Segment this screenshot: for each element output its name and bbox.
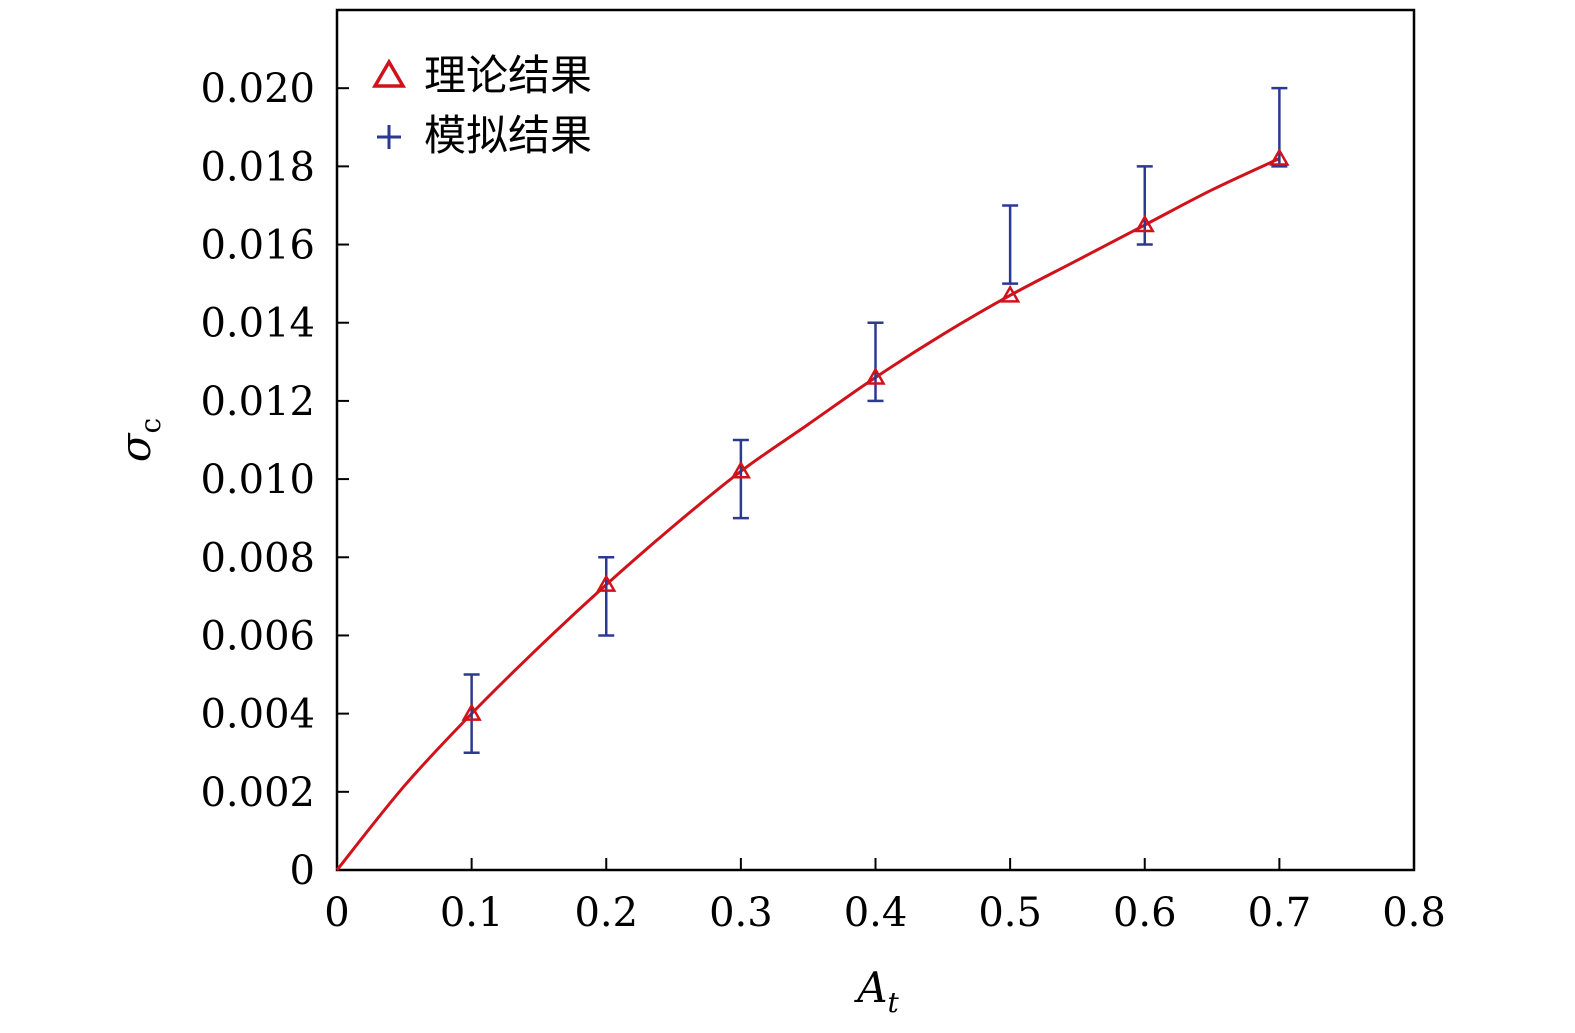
simulation-errorbar xyxy=(1002,204,1019,285)
legend-triangle-icon xyxy=(371,58,407,88)
x-axis-ticks: 0 0.1 0.2 0.3 0.4 0.5 0.6 0.7 0.8 xyxy=(324,858,1446,936)
x-tick-label: 0.3 xyxy=(709,890,773,936)
theory-point xyxy=(1134,214,1155,233)
x-tick-label: 0.8 xyxy=(1382,890,1446,936)
y-tick-label: 0.008 xyxy=(200,535,315,581)
simulation-errorbar xyxy=(1136,165,1153,246)
legend-label-simulation: 模拟结果 xyxy=(424,111,592,160)
simulation-errorbar xyxy=(463,673,480,754)
legend-plus-icon xyxy=(377,125,401,149)
y-axis-title: σc xyxy=(111,418,167,462)
legend: 理论结果 模拟结果 xyxy=(371,51,592,160)
y-tick-label: 0.010 xyxy=(200,457,315,503)
x-tick-label: 0 xyxy=(324,890,349,936)
theory-point xyxy=(865,366,886,385)
simulation-errorbars-layer xyxy=(463,86,1288,754)
theory-curve-layer xyxy=(335,157,1281,871)
theory-point xyxy=(999,284,1021,303)
theory-point xyxy=(461,703,482,721)
legend-label-theory: 理论结果 xyxy=(424,51,592,100)
y-axis-ticks: 0 0.002 0.004 0.006 0.008 0.010 0.012 0.014 0.01… xyxy=(200,66,349,894)
y-tick-label: 0.016 xyxy=(200,223,315,269)
y-tick-label: 0.012 xyxy=(200,379,315,425)
simulation-errorbar xyxy=(867,321,884,403)
y-tick-label: 0.006 xyxy=(200,613,315,659)
y-tick-label: 0.014 xyxy=(200,301,315,347)
x-tick-label: 0.5 xyxy=(978,890,1042,936)
theory-point xyxy=(730,460,752,479)
x-tick-label: 0.2 xyxy=(574,890,638,936)
theory-markers-layer xyxy=(461,148,1290,721)
simulation-errorbar xyxy=(732,438,749,520)
y-tick-label: 0.004 xyxy=(200,692,315,738)
y-tick-label: 0.002 xyxy=(200,770,315,816)
x-tick-label: 0.4 xyxy=(844,890,908,936)
simulation-errorbar xyxy=(1271,86,1288,168)
x-tick-label: 0.6 xyxy=(1113,890,1177,936)
theory-point xyxy=(1269,148,1290,166)
y-tick-label: 0 xyxy=(290,848,315,894)
theory-point xyxy=(596,574,617,592)
x-axis-title: At xyxy=(853,963,899,1019)
y-tick-label: 0.020 xyxy=(200,66,315,112)
x-tick-label: 0.7 xyxy=(1248,890,1312,936)
x-tick-label: 0.1 xyxy=(440,890,504,936)
theory-curve xyxy=(335,157,1281,871)
simulation-errorbar xyxy=(598,556,615,637)
y-tick-label: 0.018 xyxy=(200,144,315,190)
